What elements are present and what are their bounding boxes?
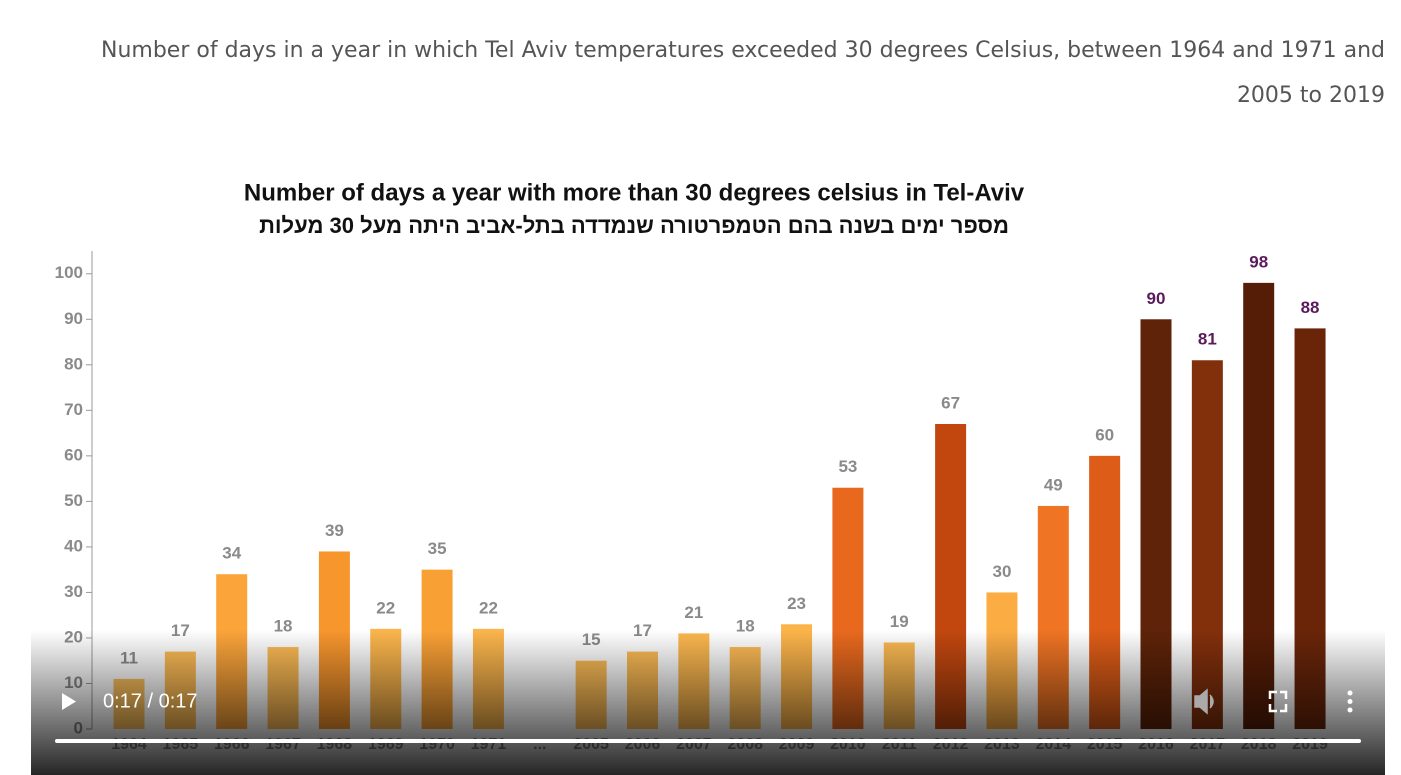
data-label: 53 (838, 457, 857, 476)
data-label: 49 (1044, 475, 1063, 494)
y-tick-label: 30 (64, 582, 83, 601)
data-label: 21 (684, 603, 703, 622)
data-label: 60 (1095, 425, 1114, 444)
data-label: 67 (941, 393, 960, 412)
y-tick-label: 100 (55, 263, 83, 282)
y-tick-label: 60 (64, 445, 83, 464)
play-button[interactable] (62, 693, 76, 710)
chart-title: Number of days a year with more than 30 … (244, 179, 1025, 206)
data-label: 19 (890, 612, 909, 631)
data-label: 23 (787, 594, 806, 613)
controls-shade (31, 630, 1385, 775)
data-label: 39 (325, 521, 344, 540)
data-label: 22 (376, 598, 395, 617)
y-tick-label: 70 (64, 400, 83, 419)
progress-bar[interactable] (55, 739, 1361, 743)
time-display: 0:17 / 0:17 (103, 690, 198, 712)
data-label: 35 (428, 539, 447, 558)
data-label: 30 (992, 562, 1011, 581)
y-tick-label: 80 (64, 354, 83, 373)
data-label: 98 (1249, 252, 1268, 271)
data-label: 81 (1198, 330, 1217, 349)
y-tick-label: 50 (64, 491, 83, 510)
y-tick-label: 40 (64, 536, 83, 555)
data-label: 88 (1301, 298, 1320, 317)
caption: Number of days in a year in which Tel Av… (101, 38, 1385, 108)
fullscreen-button[interactable] (1268, 690, 1288, 713)
data-label: 22 (479, 598, 498, 617)
y-tick-label: 90 (64, 309, 83, 328)
chart-subtitle: מספר ימים בשנה בהם הטמפרטורה שנמדדה בתל-… (259, 213, 1009, 238)
data-label: 90 (1147, 289, 1166, 308)
volume-button[interactable] (1194, 688, 1214, 715)
menu-button[interactable] (1347, 690, 1353, 713)
data-label: 34 (222, 544, 241, 563)
